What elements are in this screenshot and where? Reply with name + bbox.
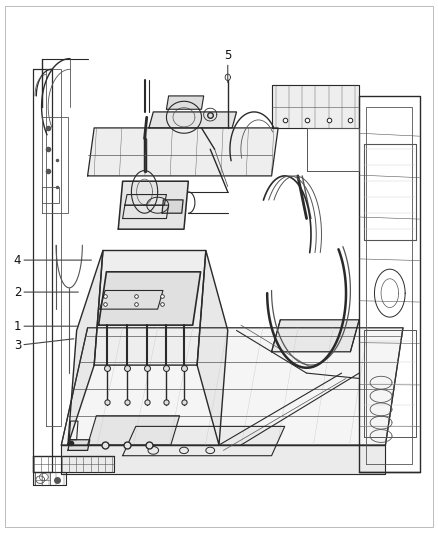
Polygon shape [99,272,201,325]
Text: 1: 1 [14,320,78,333]
Polygon shape [166,96,204,109]
Polygon shape [94,251,206,365]
Polygon shape [149,112,237,128]
Polygon shape [68,251,103,445]
Polygon shape [123,426,285,456]
Polygon shape [61,445,385,474]
Text: 5: 5 [224,50,231,83]
Polygon shape [88,416,180,445]
Polygon shape [197,251,228,445]
Text: 2: 2 [14,286,78,298]
Polygon shape [88,128,278,176]
Polygon shape [118,181,188,229]
Text: 4: 4 [14,254,92,266]
Polygon shape [272,85,359,128]
Text: 3: 3 [14,339,74,352]
Polygon shape [61,328,403,445]
Polygon shape [272,320,359,352]
Polygon shape [162,200,183,213]
Polygon shape [68,440,90,450]
